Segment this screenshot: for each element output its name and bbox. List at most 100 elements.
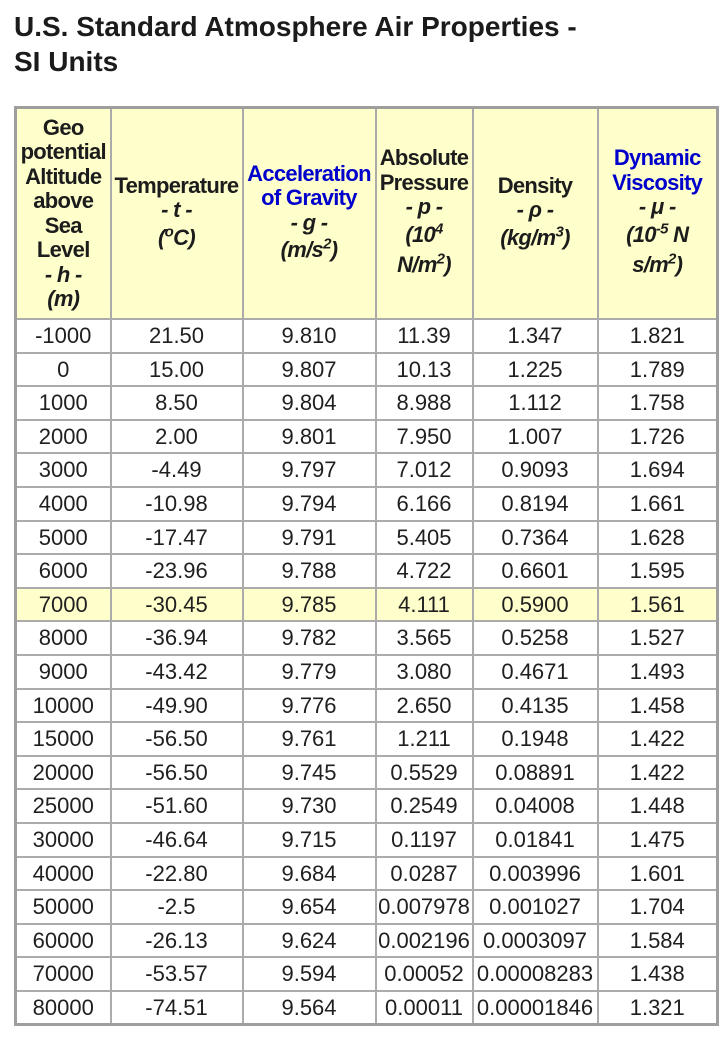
cell-absolute-pressure: 1.211 <box>374 721 474 757</box>
cell-density: 1.007 <box>471 418 599 455</box>
cell-temperature: -26.13 <box>109 922 244 959</box>
cell-temperature: -56.50 <box>109 721 244 757</box>
header-text: above <box>33 188 94 213</box>
cell-acceleration-of-gravity: 9.788 <box>241 553 377 589</box>
column-header-acceleration-of-gravity[interactable]: Acceleration of Gravity - g - (m/s2) <box>241 106 377 320</box>
header-text: (10 <box>626 221 656 247</box>
cell-acceleration-of-gravity: 9.782 <box>241 620 377 656</box>
cell-acceleration-of-gravity: 9.624 <box>241 922 377 959</box>
cell-geopotential-altitude: 6000 <box>14 553 112 589</box>
cell-density: 0.1948 <box>471 721 599 757</box>
cell-dynamic-viscosity: 1.821 <box>596 318 719 354</box>
cell-geopotential-altitude: 10000 <box>14 687 112 724</box>
table-row-altitude-50000: 50000 -2.5 9.654 0.007978 0.001027 1.704 <box>14 889 719 925</box>
cell-temperature: -53.57 <box>109 956 244 992</box>
table-row-altitude-70000: 70000 -53.57 9.594 0.00052 0.00008283 1.438 <box>14 956 719 992</box>
header-line: - p - <box>379 195 470 220</box>
header-line: Acceleration <box>246 160 373 187</box>
cell-temperature: 2.00 <box>109 418 244 455</box>
table-row-altitude-4000: 4000 -10.98 9.794 6.166 0.8194 1.661 <box>14 485 719 522</box>
cell-acceleration-of-gravity: 9.761 <box>241 721 377 757</box>
cell-density: 0.5900 <box>471 586 599 623</box>
cell-dynamic-viscosity: 1.527 <box>596 620 719 656</box>
column-header-temperature: Temperature - t - (oC) <box>109 106 244 320</box>
cell-density: 0.00001846 <box>471 989 599 1026</box>
cell-density: 0.7364 <box>471 519 599 556</box>
cell-dynamic-viscosity: 1.628 <box>596 519 719 556</box>
cell-geopotential-altitude: 80000 <box>14 989 112 1026</box>
header-text: (m/s <box>280 237 324 262</box>
cell-geopotential-altitude: 1000 <box>14 385 112 421</box>
header-line: (m) <box>19 286 108 312</box>
cell-density: 0.04008 <box>471 788 599 824</box>
header-link[interactable]: of Gravity <box>261 185 357 210</box>
table-row-altitude-5000: 5000 -17.47 9.791 5.405 0.7364 1.628 <box>14 519 719 556</box>
cell-density: 0.9093 <box>471 452 599 488</box>
header-line: (oC) <box>114 223 240 254</box>
header-link[interactable]: Dynamic <box>613 145 702 171</box>
cell-dynamic-viscosity: 1.458 <box>596 687 719 724</box>
header-line: (kg/m3) <box>476 223 595 254</box>
header-line: Temperature <box>114 172 240 199</box>
cell-absolute-pressure: 4.722 <box>374 553 474 589</box>
header-line: - ρ - <box>476 198 595 223</box>
cell-acceleration-of-gravity: 9.797 <box>241 452 377 488</box>
header-link[interactable]: Viscosity <box>612 169 703 195</box>
header-text: Level <box>36 237 90 262</box>
cell-dynamic-viscosity: 1.422 <box>596 721 719 757</box>
header-text: Temperature <box>114 172 240 198</box>
table-row-altitude-1000: 1000 8.50 9.804 8.988 1.112 1.758 <box>14 385 719 421</box>
cell-dynamic-viscosity: 1.493 <box>596 653 719 690</box>
cell-dynamic-viscosity: 1.475 <box>596 821 719 858</box>
header-link[interactable]: Acceleration <box>247 160 371 186</box>
cell-acceleration-of-gravity: 9.801 <box>241 418 377 455</box>
header-line: (10-5 N <box>601 220 715 251</box>
cell-acceleration-of-gravity: 9.807 <box>241 351 377 388</box>
header-text: ) <box>675 252 683 278</box>
header-text: Sea <box>44 212 83 238</box>
header-text: s/m <box>632 252 669 278</box>
cell-density: 0.001027 <box>471 889 599 925</box>
cell-acceleration-of-gravity: 9.730 <box>241 788 377 824</box>
table-row-altitude-20000: 20000 -56.50 9.745 0.5529 0.08891 1.422 <box>14 754 719 791</box>
cell-acceleration-of-gravity: 9.776 <box>241 687 377 724</box>
cell-geopotential-altitude: 7000 <box>14 586 112 623</box>
cell-density: 0.8194 <box>471 485 599 522</box>
atmosphere-properties-table: Geo potential Altitude above Sea Level - h - (m… <box>14 106 719 1027</box>
header-line: Altitude <box>19 164 108 190</box>
header-text: (m) <box>47 286 80 311</box>
cell-geopotential-altitude: 8000 <box>14 620 112 656</box>
header-line: - h - <box>19 261 108 288</box>
cell-temperature: -23.96 <box>109 553 244 589</box>
header-line: Level <box>19 237 108 263</box>
cell-geopotential-altitude: 2000 <box>14 418 112 455</box>
header-line: (104 <box>379 220 470 251</box>
cell-temperature: -43.42 <box>109 653 244 690</box>
header-text: Geo <box>42 114 84 140</box>
cell-acceleration-of-gravity: 9.745 <box>241 754 377 791</box>
cell-density: 0.6601 <box>471 553 599 589</box>
cell-density: 0.0003097 <box>471 922 599 959</box>
table-row-altitude-15000: 15000 -56.50 9.761 1.211 0.1948 1.422 <box>14 721 719 757</box>
cell-temperature: 21.50 <box>109 318 244 354</box>
header-line: (m/s2) <box>246 235 373 266</box>
header-text: C) <box>173 224 196 250</box>
cell-absolute-pressure: 0.00011 <box>374 989 474 1026</box>
cell-temperature: -30.45 <box>109 586 244 623</box>
header-text: - p - <box>405 194 444 220</box>
cell-geopotential-altitude: -1000 <box>14 318 112 354</box>
cell-density: 0.08891 <box>471 754 599 791</box>
header-text: - h - <box>44 261 83 287</box>
column-header-geopotential-altitude: Geo potential Altitude above Sea Level - h - (m… <box>14 106 112 320</box>
cell-temperature: -4.49 <box>109 452 244 488</box>
header-text: (kg/m <box>500 224 556 250</box>
cell-geopotential-altitude: 0 <box>14 351 112 388</box>
cell-absolute-pressure: 0.00052 <box>374 956 474 992</box>
cell-temperature: -2.5 <box>109 889 244 925</box>
header-text: - g - <box>290 209 329 235</box>
cell-absolute-pressure: 2.650 <box>374 687 474 724</box>
cell-temperature: -49.90 <box>109 687 244 724</box>
cell-density: 1.225 <box>471 351 599 388</box>
cell-acceleration-of-gravity: 9.684 <box>241 855 377 892</box>
